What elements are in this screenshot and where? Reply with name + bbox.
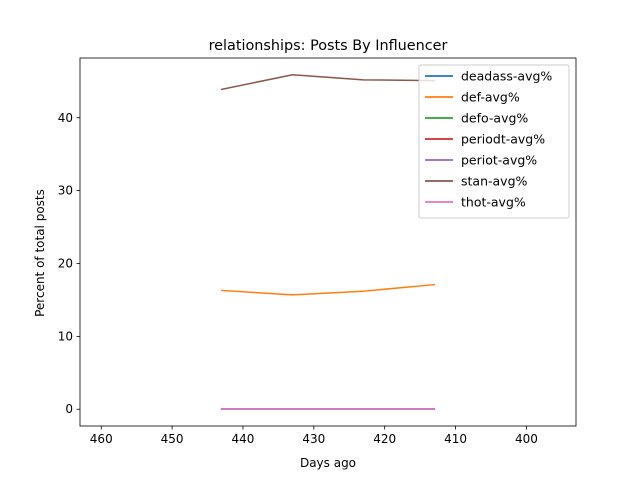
x-tick-label: 430 — [302, 432, 325, 446]
y-tick-label: 20 — [58, 256, 73, 270]
plot-area: 460 450 440 430 420 410 400 0 10 20 30 40 — [58, 57, 577, 446]
y-tick-label: 10 — [58, 329, 73, 343]
legend-label: stan-avg% — [461, 174, 527, 189]
y-axis-label: Percent of total posts — [33, 189, 47, 317]
series-line-def-avg — [220, 283, 436, 296]
legend-label: periot-avg% — [461, 153, 537, 168]
legend-label: deadass-avg% — [461, 69, 552, 84]
legend-label: periodt-avg% — [461, 132, 545, 147]
axes-frame — [79, 57, 577, 427]
y-tick-label: 30 — [58, 184, 73, 198]
x-tick-label: 450 — [161, 432, 184, 446]
chart-title: relationships: Posts By Influencer — [209, 38, 448, 54]
legend-label: def-avg% — [461, 90, 520, 105]
x-tick-label: 460 — [90, 432, 113, 446]
x-tick-label: 420 — [373, 432, 396, 446]
legend-label: defo-avg% — [461, 111, 528, 126]
legend-box — [418, 64, 570, 219]
legend: deadass-avg% def-avg% defo-avg% periodt-avg… — [418, 64, 570, 219]
x-tick-label: 440 — [232, 432, 255, 446]
x-axis-label: Days ago — [300, 456, 356, 470]
legend-label: thot-avg% — [461, 195, 526, 210]
y-tick-label: 0 — [65, 402, 73, 416]
x-tick-label: 400 — [515, 432, 538, 446]
y-tick-label: 40 — [58, 111, 73, 125]
series-line-stan-avg — [220, 74, 436, 91]
x-tick-label: 410 — [444, 432, 467, 446]
